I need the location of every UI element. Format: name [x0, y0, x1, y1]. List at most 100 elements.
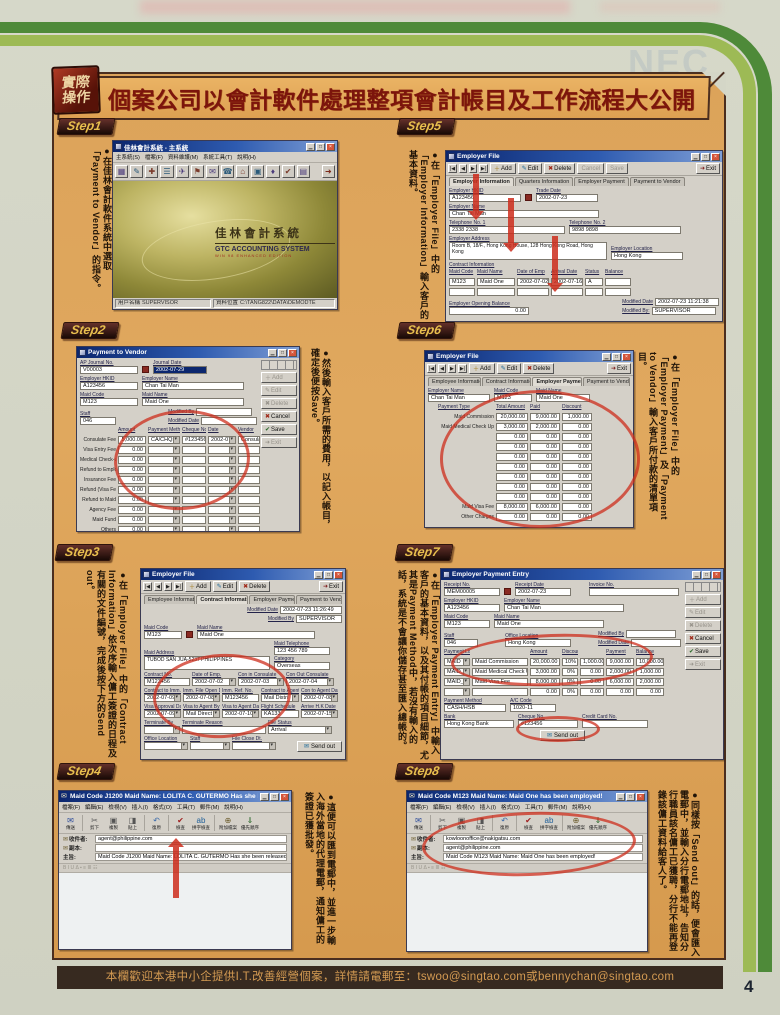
table-cell[interactable]: 0.00	[496, 433, 528, 441]
table-cell[interactable]: 0.00	[562, 433, 592, 441]
cc-field[interactable]: agent@philippine.com	[443, 844, 643, 852]
employer-name-field[interactable]: Chan Tai Man	[428, 394, 490, 402]
table-cell[interactable]: 0.00	[118, 476, 146, 484]
table-cell[interactable]	[182, 456, 206, 464]
minimize-icon[interactable]: ▁	[691, 152, 700, 161]
attach-button[interactable]: ⊕ 附加檔案	[219, 816, 237, 830]
telephone1-field[interactable]: 2338 2338	[449, 226, 565, 234]
employer-address-field[interactable]: Room B, 18/F., Hong Kong House, 128 Hong…	[449, 242, 607, 260]
table-cell[interactable]	[208, 476, 236, 484]
maid-code-field[interactable]: M123	[144, 631, 182, 639]
dropdown-icon[interactable]	[463, 679, 469, 685]
close-icon[interactable]: ×	[280, 792, 289, 801]
table-cell[interactable]: 3,000.00	[530, 668, 560, 676]
dropdown-icon[interactable]	[173, 457, 179, 463]
dropdown-icon[interactable]	[174, 695, 180, 701]
nav-first-icon[interactable]: |◀	[143, 582, 153, 591]
menu-item[interactable]: 格式(O)	[152, 805, 172, 811]
table-cell[interactable]: 0.00	[530, 688, 560, 696]
table-cell[interactable]: 0.00	[606, 688, 634, 696]
dropdown-icon[interactable]	[173, 467, 179, 473]
table-cell[interactable]: 0.00	[530, 443, 560, 451]
employer-name-field[interactable]: Chan Tai Man	[504, 604, 624, 612]
nav-next-icon[interactable]: ▶	[448, 364, 456, 373]
table-cell[interactable]	[238, 446, 260, 454]
table-cell[interactable]	[182, 476, 206, 484]
table-cell[interactable]	[238, 466, 260, 474]
field-value[interactable]: Arrival	[268, 726, 332, 734]
cut-button[interactable]: ✂ 剪下	[90, 816, 99, 830]
table-cell[interactable]: 0.00	[562, 473, 592, 481]
menu-item[interactable]: 郵件(M)	[547, 805, 568, 811]
minimize-icon[interactable]: ▁	[314, 570, 323, 579]
table-cell[interactable]: 2,000.00	[606, 668, 634, 676]
menu-item[interactable]: 工具(T)	[176, 805, 195, 811]
send-out-button[interactable]: ✉ Send out	[539, 730, 586, 741]
employer-name-field[interactable]: Chan Tai Man	[142, 382, 244, 390]
table-cell[interactable]: 0.00	[118, 516, 146, 524]
table-cell[interactable]: 20,000.00	[530, 658, 560, 666]
delete-button[interactable]: ✖ Delete	[523, 363, 555, 374]
dropdown-icon[interactable]	[229, 467, 235, 473]
table-cell[interactable]: 0.00	[118, 496, 146, 504]
table-cell[interactable]: 10%	[562, 658, 578, 666]
check-names-button[interactable]: ✔ 檢查	[524, 816, 533, 830]
employer-hkid-field[interactable]: A123456	[449, 194, 521, 202]
dropdown-icon[interactable]	[269, 743, 275, 749]
field-value[interactable]: 2002-07-15	[301, 710, 338, 718]
menu-item[interactable]: 資料維護(M)	[167, 155, 199, 161]
copy-button[interactable]: ▣ 複製	[109, 816, 118, 830]
save-button[interactable]: ✔ Save	[261, 424, 297, 435]
exit-button[interactable]: ➜ Exit	[695, 163, 720, 174]
table-cell[interactable]: 0.00	[118, 486, 146, 494]
close-icon[interactable]: ×	[326, 142, 335, 151]
window-titlebar[interactable]: ✉ Maid Code J1200 Maid Name: LOLITA C. G…	[59, 791, 291, 802]
toolbar-icon[interactable]: ⌂	[236, 165, 250, 178]
nav-last-icon[interactable]: ▶|	[478, 164, 489, 173]
edit-button[interactable]: ✎ Edit	[212, 581, 238, 592]
check-names-button[interactable]: ✔ 檢查	[176, 816, 185, 830]
table-cell[interactable]: 0.00	[530, 473, 560, 481]
dropdown-icon[interactable]	[229, 507, 235, 513]
table-cell[interactable]: 0.00	[496, 493, 528, 501]
menu-item[interactable]: 檔案(F)	[62, 805, 81, 811]
menu-item[interactable]: 說明(H)	[237, 155, 256, 161]
minimize-icon[interactable]: ▁	[268, 348, 277, 357]
field-value[interactable]: 2002-07-08	[301, 694, 338, 702]
table-cell[interactable]	[182, 496, 206, 504]
tab-employer-payment[interactable]: Employer Payment	[532, 377, 582, 386]
table-cell[interactable]	[605, 278, 631, 286]
dropdown-icon[interactable]	[173, 447, 179, 453]
dropdown-icon[interactable]	[173, 517, 179, 523]
table-cell[interactable]: MAID_ME	[444, 668, 470, 676]
toolbar-icon[interactable]: ☎	[220, 165, 235, 178]
table-cell[interactable]	[148, 456, 180, 464]
dropdown-icon[interactable]	[223, 743, 229, 749]
edit-button[interactable]: ✎ Edit	[517, 163, 543, 174]
table-cell[interactable]: CA/CHQS	[148, 436, 180, 444]
field-value[interactable]: Mail Direct	[183, 710, 220, 718]
dropdown-icon[interactable]	[325, 727, 331, 733]
message-body[interactable]	[59, 873, 291, 949]
dropdown-icon[interactable]	[229, 679, 235, 685]
maximize-icon[interactable]: □	[316, 142, 325, 151]
edit-button[interactable]: ✎ Edit	[496, 363, 522, 374]
dropdown-icon[interactable]	[331, 695, 337, 701]
toolbar-icon[interactable]: ▦	[115, 165, 129, 178]
table-cell[interactable]	[182, 506, 206, 514]
table-cell[interactable]	[148, 476, 180, 484]
receipt-date-field[interactable]: 2002-07-23	[515, 588, 571, 596]
table-cell[interactable]: Maid Commission	[472, 658, 528, 666]
dropdown-icon[interactable]	[229, 487, 235, 493]
field-value[interactable]: M123456	[222, 694, 259, 702]
menu-item[interactable]: 主系統(S)	[116, 155, 140, 161]
paste-button[interactable]: ◨ 貼上	[476, 816, 485, 830]
receipt-no-field[interactable]: MEM00005	[444, 588, 500, 596]
add-button[interactable]: ＋ Add	[469, 363, 495, 374]
table-cell[interactable]: 0.00	[562, 443, 592, 451]
nav-last-icon[interactable]: ▶|	[173, 582, 184, 591]
field-value[interactable]	[144, 742, 188, 750]
dropdown-icon[interactable]	[173, 727, 179, 733]
dropdown-icon[interactable]	[463, 669, 469, 675]
menu-item[interactable]: 說明(H)	[224, 805, 243, 811]
